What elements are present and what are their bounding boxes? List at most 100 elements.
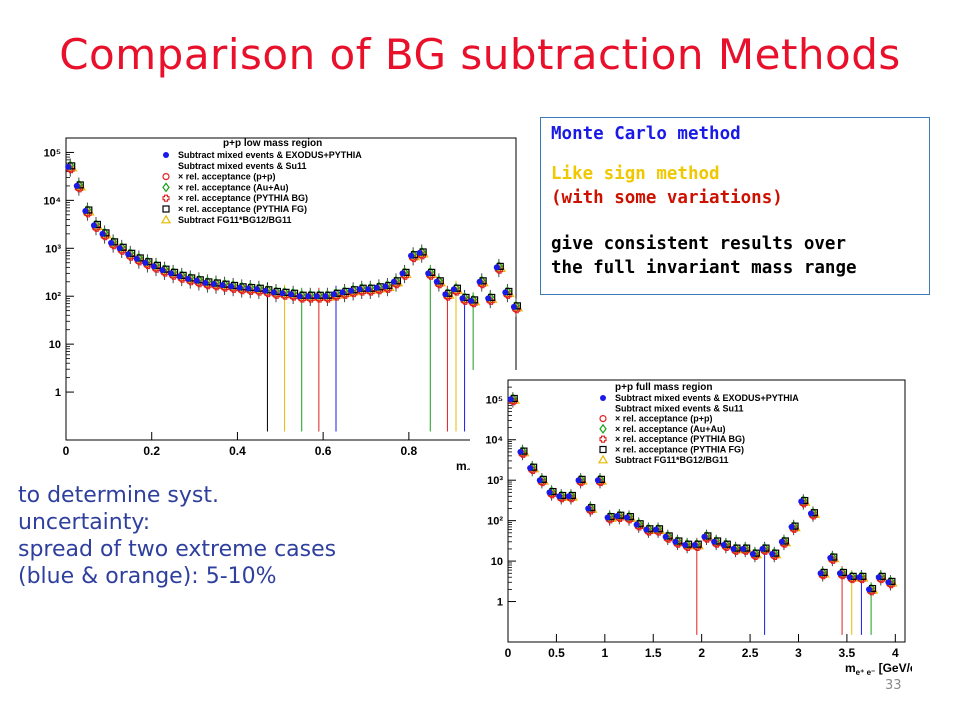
- data-point: [408, 252, 415, 259]
- method-line-range: the full invariant mass range: [551, 258, 857, 278]
- data-point: [330, 291, 337, 298]
- data-point: [807, 510, 814, 517]
- data-point: [382, 283, 389, 290]
- data-point: [425, 270, 432, 277]
- data-point: [507, 396, 514, 403]
- data-point: [682, 542, 689, 549]
- data-point: [296, 293, 303, 300]
- y-tick-label: 1: [497, 597, 503, 609]
- data-point: [749, 550, 756, 557]
- legend-marker: [600, 395, 606, 401]
- x-tick-label: 0.5: [548, 646, 565, 660]
- legend-marker: [162, 205, 170, 213]
- data-point: [82, 207, 89, 214]
- data-point: [313, 293, 320, 300]
- method-line-variations: (with some variations): [551, 188, 783, 208]
- data-point: [468, 297, 475, 304]
- data-point: [210, 280, 217, 287]
- method-box: Monte Carlo method Like sign method (wit…: [540, 117, 930, 295]
- legend-label: × rel. acceptance (p+p): [615, 414, 713, 424]
- data-point: [846, 574, 853, 581]
- legend: p+p low mass region Subtract mixed events…: [160, 138, 362, 225]
- data-point: [485, 295, 492, 302]
- x-tick-label: 2.5: [742, 646, 759, 660]
- data-point: [836, 570, 843, 577]
- data-point: [116, 245, 123, 252]
- data-point: [65, 163, 72, 170]
- data-point: [662, 533, 669, 540]
- data-point: [288, 291, 295, 298]
- data-point: [652, 526, 659, 533]
- data-point: [711, 538, 718, 545]
- data-point: [399, 270, 406, 277]
- data-point: [476, 278, 483, 285]
- data-points: [507, 392, 898, 635]
- data-point: [517, 448, 524, 455]
- legend-title: p+p low mass region: [223, 138, 322, 149]
- data-point: [527, 465, 534, 472]
- legend-label: × rel. acceptance (PYTHIA BG): [615, 434, 745, 444]
- data-point: [672, 538, 679, 545]
- legend-marker: [160, 214, 172, 224]
- x-tick-label: 2: [698, 646, 705, 660]
- data-point: [450, 286, 457, 293]
- data-point: [373, 284, 380, 291]
- data-point: [701, 533, 708, 540]
- data-point: [565, 493, 572, 500]
- data-point: [125, 251, 132, 258]
- legend-marker: [599, 435, 607, 443]
- legend-label: × rel. acceptance (PYTHIA BG): [178, 193, 308, 203]
- data-point: [73, 182, 80, 189]
- y-tick-label: 10: [491, 556, 503, 568]
- plot-frame: [507, 379, 906, 643]
- data-point: [585, 505, 592, 512]
- data-point: [459, 295, 466, 302]
- data-point: [202, 279, 209, 286]
- legend-marker: [162, 194, 170, 202]
- data-point: [502, 289, 509, 296]
- data-points: [65, 158, 524, 432]
- x-tick-label: 0.2: [143, 444, 160, 458]
- note-line-1: to determine syst.: [18, 483, 219, 508]
- data-point: [270, 289, 277, 296]
- data-point: [279, 290, 286, 297]
- y-tick-label: 10⁵: [44, 147, 61, 159]
- data-point: [604, 514, 611, 521]
- x-tick-label: 0: [63, 444, 70, 458]
- data-point: [556, 493, 563, 500]
- data-point: [510, 303, 517, 310]
- y-tick-label: 10⁴: [43, 195, 61, 207]
- x-axis-label: me⁺ e⁻ [GeV/c²]: [845, 661, 912, 677]
- data-point: [356, 286, 363, 293]
- data-point: [90, 222, 97, 229]
- legend-label: × rel. acceptance (PYTHIA FG): [178, 204, 307, 214]
- data-point: [788, 523, 795, 530]
- x-tick-label: 3: [795, 646, 802, 660]
- y-tick-label: 10⁴: [485, 435, 503, 447]
- note-line-2: uncertainty:: [18, 510, 151, 535]
- legend-label: × rel. acceptance (PYTHIA FG): [615, 445, 744, 455]
- legend-label: Subtract mixed events & Su11: [178, 161, 307, 171]
- data-point: [185, 275, 192, 282]
- x-tick-label: 0.8: [401, 444, 418, 458]
- data-point: [305, 293, 312, 300]
- x-tick-label: 3.5: [839, 646, 856, 660]
- slide-title: Comparison of BG subtraction Methods: [59, 30, 901, 79]
- legend-label: × rel. acceptance (p+p): [178, 172, 276, 182]
- x-tick-label: 1: [601, 646, 608, 660]
- method-line-consistent: give consistent results over: [551, 234, 847, 254]
- legend-marker: [162, 172, 170, 181]
- legend-label: Subtract FG11*BG12/BG11: [178, 215, 292, 225]
- data-point: [875, 574, 882, 581]
- x-tick-label: 0.4: [229, 444, 246, 458]
- y-tick-label: 10⁵: [486, 394, 503, 406]
- data-point: [253, 286, 260, 293]
- data-point: [536, 477, 543, 484]
- data-point: [856, 574, 863, 581]
- data-point: [442, 291, 449, 298]
- data-point: [365, 286, 372, 293]
- data-point: [416, 249, 423, 256]
- data-point: [643, 526, 650, 533]
- data-point: [778, 538, 785, 545]
